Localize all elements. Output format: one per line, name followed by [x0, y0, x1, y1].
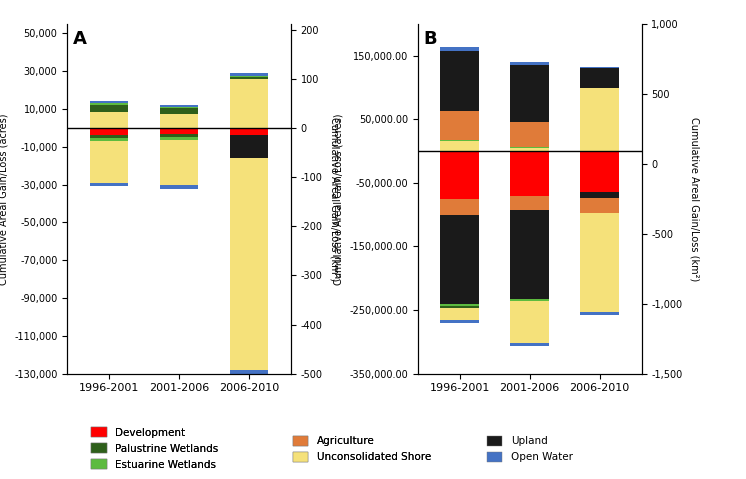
Bar: [440, 140, 479, 141]
Legend: Upland, Open Water: Upland, Open Water: [483, 432, 577, 467]
Bar: [160, 137, 198, 139]
Bar: [160, 185, 198, 189]
Bar: [160, 108, 198, 114]
Bar: [440, 47, 479, 51]
Y-axis label: Cumulative Areal Gain/Loss (km²): Cumulative Areal Gain/Loss (km²): [329, 117, 339, 281]
Bar: [230, 370, 269, 479]
Bar: [440, 51, 479, 111]
Legend: Development, Palustrine Wetlands, Estuarine Wetlands: Development, Palustrine Wetlands, Estuar…: [87, 422, 223, 474]
Bar: [510, 343, 549, 346]
Legend: Agriculture, Unconsolidated Shore: Agriculture, Unconsolidated Shore: [289, 432, 435, 467]
Bar: [580, 312, 619, 315]
Bar: [230, 158, 269, 370]
Bar: [580, 88, 619, 151]
Bar: [510, 123, 549, 147]
Bar: [580, 67, 619, 68]
Bar: [90, 103, 128, 105]
Bar: [440, 215, 479, 304]
Bar: [160, 134, 198, 137]
Bar: [90, 135, 128, 138]
Bar: [510, 298, 549, 300]
Bar: [230, 128, 269, 136]
Bar: [510, 300, 549, 301]
Bar: [510, 210, 549, 298]
Bar: [440, 141, 479, 151]
Bar: [510, 148, 549, 151]
Text: A: A: [73, 30, 87, 47]
Bar: [160, 105, 198, 106]
Y-axis label: Cumulative Areal Gain/Loss (acres): Cumulative Areal Gain/Loss (acres): [333, 113, 344, 285]
Bar: [580, 151, 619, 193]
Bar: [90, 102, 128, 103]
Bar: [230, 79, 269, 128]
Bar: [440, 304, 479, 306]
Bar: [230, 136, 269, 158]
Bar: [440, 199, 479, 215]
Bar: [580, 197, 619, 214]
Bar: [90, 105, 128, 112]
Bar: [90, 138, 128, 141]
Text: B: B: [424, 30, 437, 48]
Y-axis label: Cumulative Areal Gain/Loss (acres): Cumulative Areal Gain/Loss (acres): [0, 113, 8, 285]
Bar: [580, 68, 619, 88]
Bar: [580, 193, 619, 197]
Bar: [510, 195, 549, 210]
Bar: [90, 182, 128, 186]
Bar: [440, 306, 479, 308]
Bar: [230, 73, 269, 76]
Bar: [160, 114, 198, 128]
Bar: [160, 128, 198, 134]
Bar: [440, 111, 479, 140]
Y-axis label: Cumulative Areal Gain/Loss (km²): Cumulative Areal Gain/Loss (km²): [689, 117, 699, 281]
Bar: [90, 128, 128, 135]
Bar: [230, 77, 269, 79]
Bar: [90, 112, 128, 128]
Bar: [510, 151, 549, 195]
Bar: [510, 301, 549, 343]
Bar: [230, 76, 269, 77]
Bar: [440, 151, 479, 199]
Bar: [160, 106, 198, 108]
Bar: [160, 139, 198, 185]
Bar: [510, 147, 549, 148]
Bar: [510, 62, 549, 65]
Bar: [510, 65, 549, 123]
Bar: [90, 141, 128, 182]
Bar: [440, 320, 479, 323]
Bar: [440, 308, 479, 320]
Bar: [580, 214, 619, 312]
